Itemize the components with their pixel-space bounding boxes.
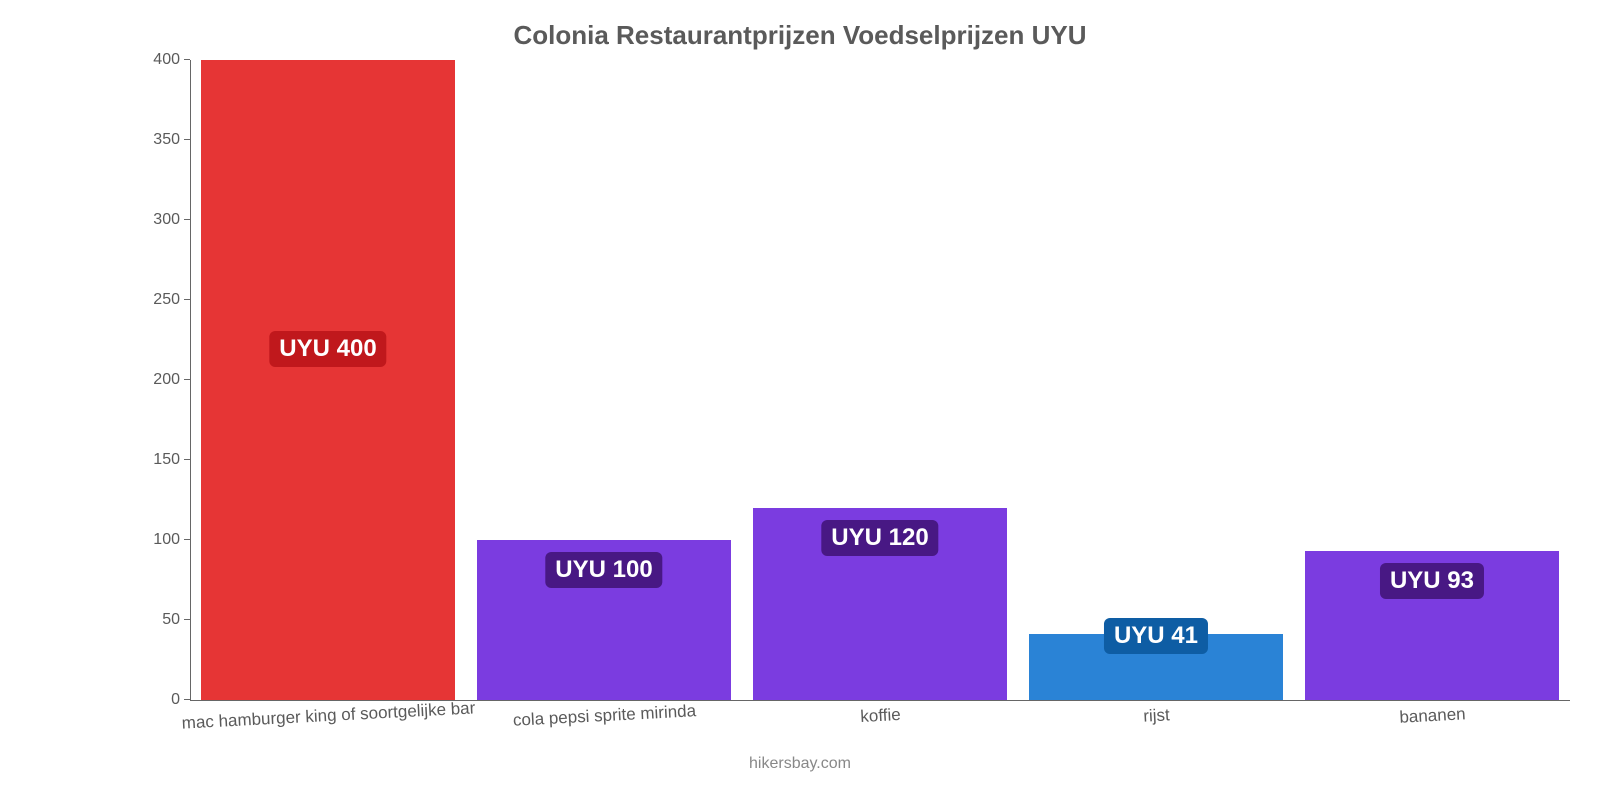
bar-slot: UYU 100 (477, 60, 731, 700)
value-badge: UYU 41 (1104, 618, 1208, 654)
y-tick-mark (184, 539, 190, 540)
y-tick-label: 150 (153, 451, 190, 469)
x-tick-label: koffie (860, 705, 901, 727)
y-tick-label: 350 (153, 131, 190, 149)
bar-slot: UYU 120 (753, 60, 1007, 700)
y-tick-mark (184, 379, 190, 380)
value-badge: UYU 100 (545, 552, 662, 588)
y-tick-label: 100 (153, 531, 190, 549)
value-badge: UYU 93 (1380, 563, 1484, 599)
value-badge: UYU 400 (269, 331, 386, 367)
y-tick-mark (184, 699, 190, 700)
bar-slot: UYU 93 (1305, 60, 1559, 700)
x-tick-label: cola pepsi sprite mirinda (512, 701, 696, 731)
bar-slot: UYU 41 (1029, 60, 1283, 700)
plot-area: 050100150200250300350400 UYU 400UYU 100U… (190, 60, 1570, 700)
bar (201, 60, 455, 700)
y-tick-mark (184, 59, 190, 60)
x-tick-label: bananen (1399, 704, 1466, 727)
x-tick-label: mac hamburger king of soortgelijke bar (181, 698, 476, 733)
x-axis-line (190, 700, 1570, 701)
bar-slot: UYU 400 (201, 60, 455, 700)
y-tick-mark (184, 299, 190, 300)
x-labels: mac hamburger king of soortgelijke barco… (190, 706, 1570, 766)
attribution-text: hikersbay.com (749, 755, 851, 773)
chart-title: Colonia Restaurantprijzen Voedselprijzen… (0, 0, 1600, 51)
x-tick-label: rijst (1143, 705, 1170, 726)
y-tick-label: 200 (153, 371, 190, 389)
y-tick-label: 400 (153, 51, 190, 69)
y-tick-label: 50 (162, 611, 190, 629)
y-axis-line (190, 60, 191, 700)
chart-container: Colonia Restaurantprijzen Voedselprijzen… (0, 0, 1600, 800)
y-tick-mark (184, 139, 190, 140)
value-badge: UYU 120 (821, 520, 938, 556)
y-tick-mark (184, 619, 190, 620)
y-tick-mark (184, 459, 190, 460)
y-tick-label: 0 (171, 691, 190, 709)
y-tick-label: 250 (153, 291, 190, 309)
y-tick-mark (184, 219, 190, 220)
y-tick-label: 300 (153, 211, 190, 229)
